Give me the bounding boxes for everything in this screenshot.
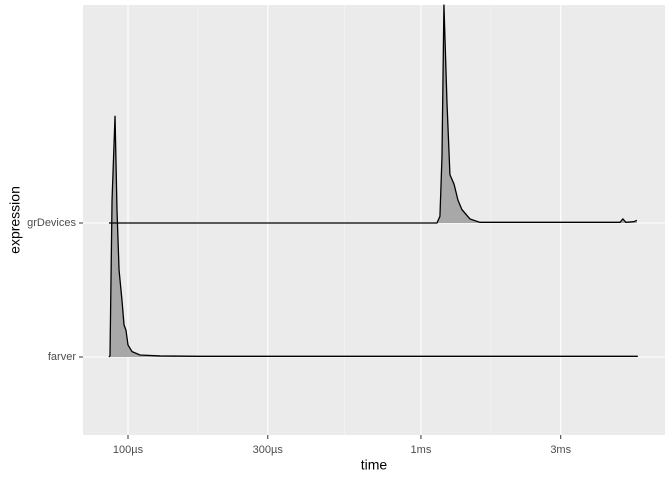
ridge-line <box>108 115 638 358</box>
y-tick-label: farver <box>48 351 76 363</box>
axes: 100µs 300µs 1ms 3ms farver grDevices <box>27 217 572 456</box>
x-tick-label: 3ms <box>550 444 571 456</box>
x-tick-label: 100µs <box>113 444 144 456</box>
x-axis-title: time <box>361 457 388 473</box>
y-axis-title: expression <box>7 186 23 254</box>
ridge-line <box>108 4 638 224</box>
panel <box>83 5 665 435</box>
x-tick-label: 300µs <box>253 444 284 456</box>
x-tick-label: 1ms <box>411 444 432 456</box>
y-tick-label: grDevices <box>27 217 76 229</box>
ridges <box>108 4 638 358</box>
